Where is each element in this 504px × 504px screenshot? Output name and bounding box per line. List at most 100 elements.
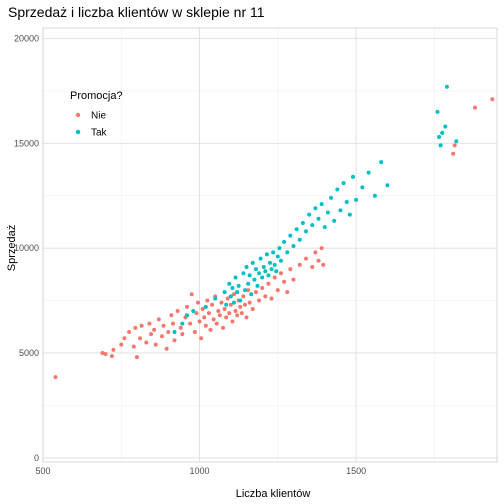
data-point-tak <box>278 258 283 263</box>
data-point-nie <box>316 258 321 263</box>
data-point-nie <box>178 325 183 330</box>
data-point-nie <box>211 317 216 322</box>
data-point-nie <box>224 315 229 320</box>
data-point-tak <box>372 193 377 198</box>
data-point-nie <box>219 300 224 305</box>
data-point-nie <box>257 298 262 303</box>
legend-label-nie: Nie <box>91 111 106 122</box>
data-point-tak <box>241 271 246 276</box>
data-point-tak <box>249 292 254 297</box>
data-point-tak <box>222 290 227 295</box>
data-point-nie <box>297 262 302 267</box>
data-point-nie <box>227 311 232 316</box>
data-point-tak <box>274 269 279 274</box>
data-point-nie <box>185 304 190 309</box>
data-point-nie <box>242 302 247 307</box>
data-point-tak <box>266 273 271 278</box>
data-point-nie <box>231 292 236 297</box>
data-point-nie <box>194 311 199 316</box>
data-point-nie <box>208 327 213 332</box>
data-point-tak <box>242 288 247 293</box>
data-point-nie <box>166 330 171 335</box>
y-tick-label: 5000 <box>19 348 39 358</box>
chart-title: Sprzedaż i liczba klientów w sklepie nr … <box>8 4 265 20</box>
data-point-nie <box>149 332 154 337</box>
legend-title: Promocja? <box>70 90 123 102</box>
data-point-tak <box>354 197 359 202</box>
legend: Promocja? Nie Tak <box>70 90 123 139</box>
data-point-nie <box>164 346 169 351</box>
data-point-nie <box>180 332 185 337</box>
data-point-tak <box>255 283 260 288</box>
data-point-nie <box>100 350 105 355</box>
data-point-nie <box>210 302 215 307</box>
data-point-nie <box>490 97 495 102</box>
data-point-nie <box>233 309 238 314</box>
data-point-nie <box>238 304 243 309</box>
data-point-tak <box>258 256 263 261</box>
data-point-nie <box>205 298 210 303</box>
data-point-nie <box>272 275 277 280</box>
data-point-nie <box>199 336 204 341</box>
data-point-tak <box>316 216 321 221</box>
data-points <box>53 84 495 380</box>
data-point-tak <box>213 296 218 301</box>
data-point-nie <box>247 300 252 305</box>
data-point-nie <box>321 262 326 267</box>
data-point-tak <box>297 237 302 242</box>
data-point-tak <box>319 202 324 207</box>
data-point-tak <box>269 267 274 272</box>
grid <box>42 27 498 463</box>
x-axis-label: Liczba klientów <box>236 488 311 500</box>
data-point-tak <box>230 285 235 290</box>
data-point-tak <box>275 254 280 259</box>
data-point-tak <box>291 244 296 249</box>
data-point-nie <box>206 311 211 316</box>
data-point-nie <box>217 313 222 318</box>
data-point-nie <box>282 279 287 284</box>
data-point-tak <box>310 223 315 228</box>
data-point-tak <box>344 200 349 205</box>
data-point-tak <box>247 273 252 278</box>
data-point-nie <box>451 151 456 156</box>
data-point-nie <box>144 340 149 345</box>
data-point-tak <box>172 330 177 335</box>
data-point-nie <box>230 319 235 324</box>
data-point-nie <box>203 323 208 328</box>
data-point-nie <box>53 375 58 380</box>
data-point-tak <box>185 313 190 318</box>
data-point-tak <box>224 302 229 307</box>
data-point-nie <box>263 294 268 299</box>
data-point-tak <box>282 239 287 244</box>
data-point-nie <box>235 313 240 318</box>
data-point-tak <box>250 260 255 265</box>
data-point-nie <box>133 325 138 330</box>
data-point-tak <box>300 220 305 225</box>
data-point-nie <box>119 342 124 347</box>
data-point-tak <box>227 281 232 286</box>
data-point-nie <box>275 288 280 293</box>
data-point-tak <box>235 290 240 295</box>
data-point-tak <box>335 187 340 192</box>
data-point-tak <box>272 262 277 267</box>
data-point-tak <box>325 210 330 215</box>
data-point-nie <box>175 309 180 314</box>
data-point-tak <box>228 294 233 299</box>
data-point-tak <box>253 267 258 272</box>
data-point-tak <box>285 250 290 255</box>
y-tick-labels: 0 5000 10000 15000 20000 <box>14 33 39 462</box>
data-point-nie <box>195 300 200 305</box>
data-point-tak <box>264 252 269 257</box>
data-point-nie <box>188 321 193 326</box>
data-point-tak <box>236 283 241 288</box>
data-point-tak <box>435 109 440 114</box>
data-point-nie <box>244 315 249 320</box>
data-point-nie <box>153 342 158 347</box>
data-point-nie <box>225 296 230 301</box>
data-point-tak <box>268 260 272 265</box>
data-point-nie <box>241 294 246 299</box>
data-point-nie <box>250 306 255 311</box>
data-point-tak <box>347 212 352 217</box>
data-point-tak <box>366 170 371 175</box>
